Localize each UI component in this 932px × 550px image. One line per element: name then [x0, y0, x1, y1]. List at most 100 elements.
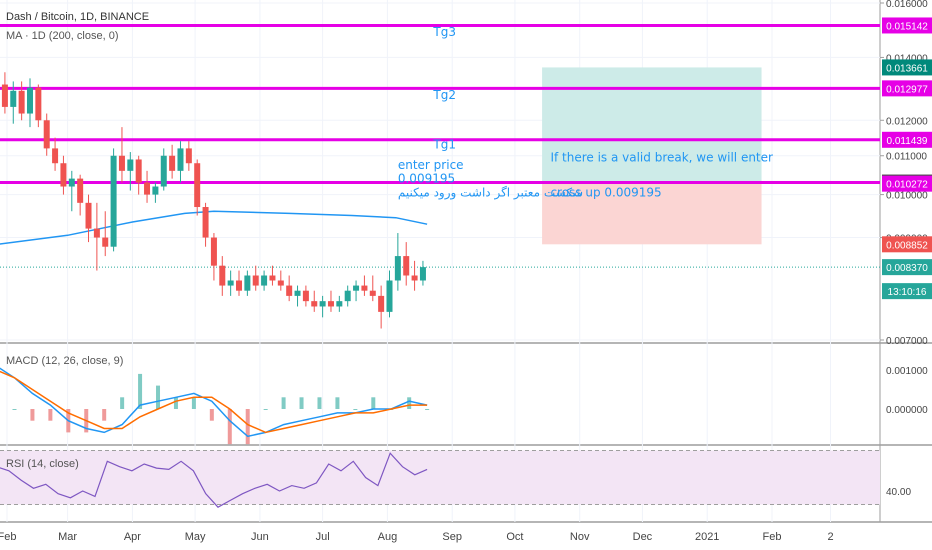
- chart-annotation: Tg2: [432, 88, 456, 102]
- macd-histogram-bar: [425, 409, 430, 410]
- macd-histogram-bar: [156, 385, 161, 409]
- candle-body: [177, 148, 184, 171]
- candle-body: [277, 280, 284, 286]
- candle-body: [302, 290, 309, 302]
- chart-annotation: شکست معتبر اگر داشت ورود میکنیم: [398, 186, 583, 201]
- macd-histogram-bar: [120, 397, 125, 409]
- x-tick-label: Feb: [763, 531, 782, 543]
- price-badge-label: 0.015142: [886, 21, 928, 32]
- rsi-band: [0, 450, 880, 505]
- macd-histogram-bar: [102, 409, 107, 421]
- candle-body: [169, 155, 176, 171]
- macd-histogram-bar: [227, 409, 232, 445]
- candle-body: [378, 295, 385, 312]
- macd-signal-line: [0, 370, 428, 434]
- candle-body: [327, 301, 334, 307]
- price-badge: [882, 17, 932, 34]
- candle-body: [118, 155, 125, 171]
- rsi-legend: RSI (14, close): [6, 458, 79, 470]
- candle-body: [152, 186, 159, 195]
- macd-histogram-bar: [138, 373, 143, 409]
- countdown-label: 13:10:16: [888, 287, 927, 298]
- macd-tick-label: 0.001000: [886, 366, 928, 377]
- candle-body: [261, 275, 268, 286]
- price-tick-label: 0.010000: [886, 191, 928, 202]
- candle-body: [419, 267, 426, 281]
- stop-zone: [542, 183, 762, 245]
- candle-body: [135, 159, 142, 183]
- macd-legend: MACD (12, 26, close, 9): [6, 355, 124, 367]
- price-badge: [882, 236, 932, 253]
- price-tick-label: 0.012000: [886, 116, 928, 127]
- candle-body: [60, 163, 67, 187]
- ma-line: [0, 210, 428, 245]
- chart-annotation: Tg1: [432, 137, 456, 151]
- price-badge: [882, 259, 932, 276]
- macd-histogram-bar: [245, 409, 250, 445]
- candle-body: [110, 155, 117, 247]
- candle-body: [336, 301, 343, 307]
- rsi-line: [0, 452, 428, 508]
- candle-body: [219, 265, 226, 286]
- price-tick-label: 0.014000: [886, 53, 928, 64]
- candle-body: [185, 148, 192, 164]
- macd-histogram-bar: [12, 409, 17, 410]
- candle-body: [77, 178, 84, 203]
- chart-annotation: Tg3: [432, 25, 456, 39]
- countdown-badge: [882, 283, 932, 300]
- candle-body: [403, 256, 410, 276]
- candle-body: [294, 290, 301, 296]
- candle-body: [386, 280, 393, 312]
- candle-body: [93, 228, 100, 238]
- ma-legend: MA · 1D (200, close, 0): [6, 30, 119, 42]
- macd-histogram-bar: [30, 409, 35, 421]
- price-badge: [882, 80, 932, 97]
- rsi-tick-label: 40.00: [886, 487, 911, 498]
- x-tick-label: Apr: [124, 531, 141, 543]
- candle-body: [244, 275, 251, 291]
- price-tick-label: 0.016000: [886, 0, 928, 10]
- price-badge-label: 0.013661: [886, 63, 928, 74]
- macd-histogram-bar: [173, 397, 178, 409]
- symbol-legend: Dash / Bitcoin, 1D, BINANCE: [6, 11, 150, 23]
- candle-body: [394, 256, 401, 281]
- candle-body: [43, 120, 50, 149]
- candle-body: [269, 275, 276, 281]
- candle-body: [1, 84, 8, 107]
- x-tick-label: May: [185, 531, 206, 543]
- candle-body: [361, 285, 368, 291]
- candle-body: [236, 280, 243, 291]
- macd-histogram-bar: [317, 397, 322, 409]
- candle-body: [194, 163, 201, 208]
- chart-annotation: If there is a valid break, we will enter: [550, 150, 773, 164]
- price-badge-label: 0.010272: [886, 180, 928, 191]
- x-tick-label: Nov: [570, 531, 590, 543]
- candle-body: [144, 182, 151, 195]
- x-tick-label: Sep: [442, 531, 462, 543]
- macd-histogram-bar: [353, 409, 358, 410]
- candle-body: [353, 285, 360, 291]
- candle-body: [35, 87, 42, 121]
- macd-histogram-bar: [191, 397, 196, 409]
- x-tick-label: Jul: [316, 531, 330, 543]
- candle-body: [160, 155, 167, 187]
- x-tick-label: Dec: [633, 531, 653, 543]
- price-badge-label: 0.008370: [886, 263, 928, 274]
- candle-body: [344, 290, 351, 302]
- price-badge-label: 0.012977: [886, 84, 928, 95]
- price-tick-label: 0.011000: [886, 152, 927, 163]
- price-tick-label: 0.007000: [886, 336, 928, 347]
- candle-body: [210, 237, 217, 266]
- candle-body: [369, 290, 376, 296]
- x-tick-label: Oct: [506, 531, 523, 543]
- macd-histogram-bar: [281, 397, 286, 409]
- price-badge: [882, 175, 932, 192]
- candle-body: [102, 237, 109, 247]
- candle-body: [18, 90, 25, 114]
- candle-body: [10, 90, 17, 107]
- macd-histogram-bar: [209, 409, 214, 421]
- candle-body: [85, 202, 92, 229]
- price-badge: [882, 59, 932, 76]
- candle-body: [52, 148, 59, 164]
